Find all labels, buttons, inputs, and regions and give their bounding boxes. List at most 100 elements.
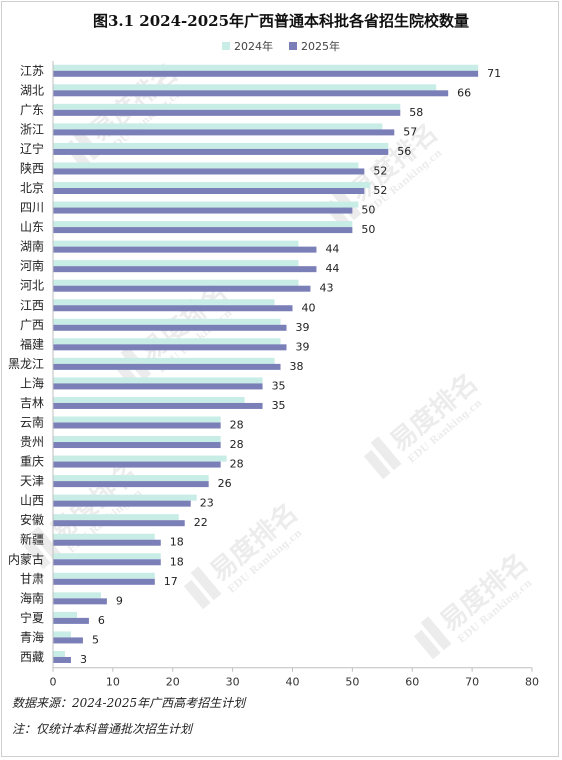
data-label: 9 [116, 594, 123, 607]
category-label: 云南 [20, 414, 44, 429]
bar-2025 [53, 461, 221, 468]
bar-2024 [53, 611, 77, 618]
data-label: 6 [98, 614, 105, 627]
data-label: 3 [80, 653, 87, 666]
data-label: 23 [200, 497, 214, 510]
data-label: 26 [218, 477, 232, 490]
data-label: 43 [319, 282, 333, 295]
watermark-logo-bar [420, 616, 452, 651]
bar-2024 [53, 475, 209, 482]
watermark-logo-bar [363, 449, 391, 480]
legend-swatch-2025 [289, 42, 297, 50]
category-label: 安徽 [20, 512, 44, 527]
data-label: 71 [487, 67, 501, 80]
bar-2025 [53, 109, 401, 116]
chart-legend: 2024年 2025年 [0, 38, 562, 54]
data-label: 50 [361, 223, 375, 236]
category-label: 内蒙古 [8, 551, 44, 566]
category-label: 山东 [20, 220, 44, 234]
category-label: 山西 [20, 494, 44, 508]
bar-2025 [53, 520, 185, 527]
bar-2024 [53, 396, 245, 403]
bar-2024 [53, 338, 281, 345]
bar-2025 [53, 246, 317, 253]
bar-2025 [53, 617, 89, 624]
bar-2025 [53, 148, 389, 155]
category-label: 宁夏 [20, 610, 44, 625]
legend-swatch-2024 [222, 42, 230, 50]
bar-2025 [53, 227, 353, 234]
watermark-logo-bar [30, 526, 62, 561]
x-tick-label: 20 [166, 676, 180, 689]
data-source-note: 数据来源：2024-2025年广西高考招生计划 [12, 696, 246, 710]
bar-2024 [53, 533, 155, 540]
data-label: 44 [325, 243, 339, 256]
bar-2024 [53, 631, 71, 638]
legend-label-2025: 2025年 [301, 40, 340, 53]
x-tick-label: 40 [286, 676, 300, 689]
data-label: 5 [92, 633, 99, 646]
bar-2025 [53, 90, 449, 97]
data-label: 28 [230, 458, 244, 471]
bar-2025 [53, 344, 287, 351]
bar-2024 [53, 260, 299, 267]
category-label: 江西 [20, 298, 44, 312]
watermark-logo-bar [413, 629, 441, 660]
watermark-logo-bar [370, 436, 402, 471]
x-tick-label: 30 [226, 676, 240, 689]
bar-2024 [53, 416, 221, 423]
category-label: 广东 [20, 103, 44, 117]
watermark-logo-bar [23, 539, 51, 570]
category-label: 广西 [20, 318, 44, 332]
bar-2025 [53, 207, 353, 214]
data-label: 39 [296, 321, 310, 334]
bar-2025 [53, 324, 287, 331]
legend-item-2025: 2025年 [289, 38, 340, 54]
data-label: 35 [272, 379, 286, 392]
category-label: 河北 [20, 279, 44, 293]
category-label: 北京 [20, 181, 44, 195]
watermark-logo-bar [190, 566, 222, 601]
category-label: 江苏 [20, 64, 44, 78]
x-tick-label: 80 [525, 676, 539, 689]
data-label: 52 [373, 164, 387, 177]
category-label: 陕西 [20, 160, 44, 175]
bar-2025 [53, 70, 479, 77]
bar-2025 [53, 188, 365, 195]
category-label: 新疆 [20, 532, 44, 547]
category-label: 福建 [20, 336, 44, 351]
bar-2025 [53, 168, 365, 175]
bar-2025 [53, 656, 71, 663]
category-label: 西藏 [20, 650, 44, 664]
bar-2024 [53, 84, 437, 91]
bar-2025 [53, 442, 221, 449]
data-label: 18 [170, 555, 184, 568]
bar-2025 [53, 559, 161, 566]
bar-2024 [53, 103, 401, 110]
statistics-note: 注：仅统计本科普通批次招生计划 [12, 722, 193, 736]
watermark-logo-bar [183, 579, 211, 610]
bar-2024 [53, 64, 479, 71]
bar-2025 [53, 266, 317, 273]
bar-2024 [53, 377, 263, 384]
category-label: 河南 [20, 258, 44, 273]
bar-2024 [53, 436, 221, 443]
data-label: 40 [302, 301, 316, 314]
data-label: 28 [230, 418, 244, 431]
category-label: 重庆 [20, 455, 44, 469]
bar-2025 [53, 422, 221, 429]
category-label: 吉林 [20, 396, 44, 410]
data-label: 44 [325, 262, 339, 275]
bar-2024 [53, 650, 65, 657]
x-tick-label: 50 [345, 676, 359, 689]
category-label: 天津 [20, 474, 44, 488]
category-label: 上海 [20, 375, 44, 390]
bar-2024 [53, 201, 359, 208]
bar-2024 [53, 318, 281, 325]
bar-2025 [53, 305, 293, 312]
data-label: 28 [230, 438, 244, 451]
